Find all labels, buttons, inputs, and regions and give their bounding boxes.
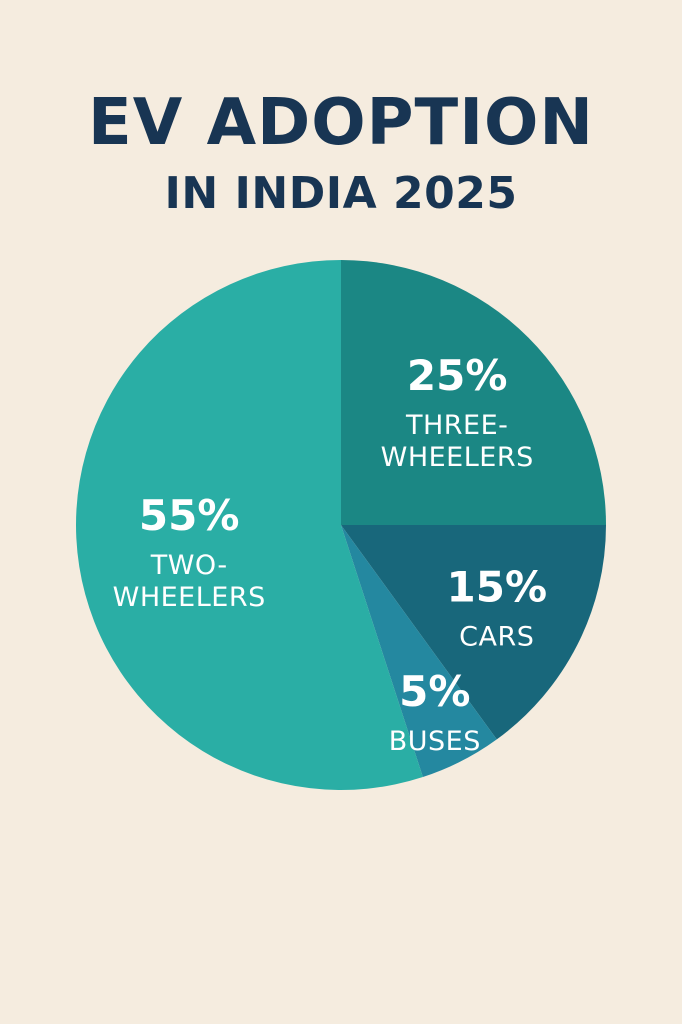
slice-value-label: 25% [407, 351, 508, 400]
slice-value-label: 5% [399, 667, 470, 716]
chart-subtitle: IN INDIA 2025 [164, 168, 518, 219]
slice-category-label: THREE- [405, 410, 508, 441]
pie-slice-threewheelers [341, 260, 606, 525]
slice-value-label: 55% [139, 491, 240, 540]
slice-category-label: CARS [459, 621, 534, 652]
slice-category-label: WHEELERS [113, 582, 266, 613]
pie-slice-cars [341, 525, 606, 740]
chart-title: EV ADOPTION [88, 86, 594, 160]
slice-value-label: 15% [447, 562, 548, 611]
slice-category-label: BUSES [389, 726, 481, 757]
slice-category-label: WHEELERS [381, 442, 534, 473]
pie-slice-buses [341, 525, 497, 778]
pie-slice-twowheelers [76, 260, 423, 790]
slice-category-label: TWO- [150, 550, 228, 581]
